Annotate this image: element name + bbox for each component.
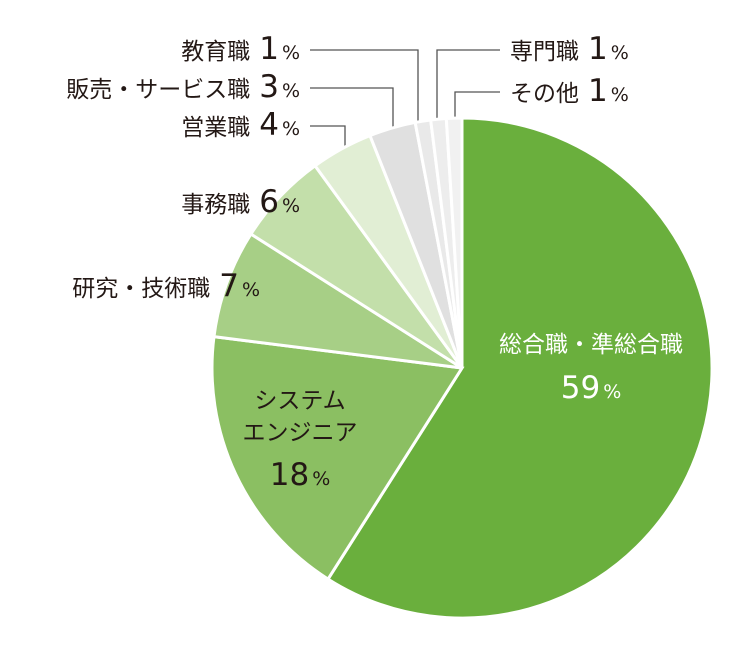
value-label: 59% xyxy=(561,370,622,406)
slice-label: 教育職 1% xyxy=(181,31,300,67)
slice-name: 専門職 xyxy=(510,39,579,65)
slice-name: その他 xyxy=(510,81,579,107)
value-unit: % xyxy=(312,468,330,490)
pie-slice xyxy=(444,116,464,369)
slice-name: 教育職 xyxy=(181,39,250,65)
slice-name: 事務職 xyxy=(181,192,250,218)
pie-slice xyxy=(212,231,463,370)
leader-line xyxy=(310,125,346,155)
slice-label-line: 総合職・準総合職 xyxy=(499,332,683,358)
leader-line xyxy=(310,49,419,125)
value-unit: % xyxy=(611,84,629,106)
slice-label-line: システム xyxy=(254,388,345,414)
slice-label: 販売・サービス職 3% xyxy=(66,69,300,105)
slice-label: 研究・技術職 7% xyxy=(72,268,260,304)
value-number: 7 xyxy=(219,268,239,304)
value-number: 59 xyxy=(561,370,600,406)
value-unit: % xyxy=(282,42,300,64)
value-number: 3 xyxy=(259,69,279,105)
leader-line xyxy=(454,91,500,120)
value-unit: % xyxy=(603,381,621,403)
slice-name: 販売・サービス職 xyxy=(66,77,250,103)
value-unit: % xyxy=(282,118,300,140)
slice-name: 営業職 xyxy=(181,115,250,141)
leader-line xyxy=(310,87,394,135)
value-number: 18 xyxy=(270,457,309,493)
value-number: 1 xyxy=(588,31,608,67)
value-unit: % xyxy=(282,195,300,217)
slice-label-line: エンジニア xyxy=(243,420,358,446)
value-unit: % xyxy=(611,42,629,64)
value-number: 4 xyxy=(259,107,279,143)
value-unit: % xyxy=(242,279,260,301)
slice-label: 事務職 6% xyxy=(181,184,300,220)
leader-line xyxy=(436,49,500,122)
value-number: 1 xyxy=(588,73,608,109)
pie-slice xyxy=(210,334,465,582)
value-unit: % xyxy=(282,80,300,102)
slice-label: 総合職・準総合職 xyxy=(499,332,683,358)
slice-label: システムエンジニア xyxy=(243,388,358,446)
value-number: 6 xyxy=(259,184,279,220)
slice-name: 研究・技術職 xyxy=(72,276,210,302)
slice-label: その他 1% xyxy=(510,73,629,109)
slice-label: 営業職 4% xyxy=(181,107,300,143)
pie-slice xyxy=(325,116,714,620)
value-label: 18% xyxy=(270,457,331,493)
leader-lines xyxy=(310,49,500,155)
value-number: 1 xyxy=(259,31,279,67)
slice-label: 専門職 1% xyxy=(510,31,629,67)
